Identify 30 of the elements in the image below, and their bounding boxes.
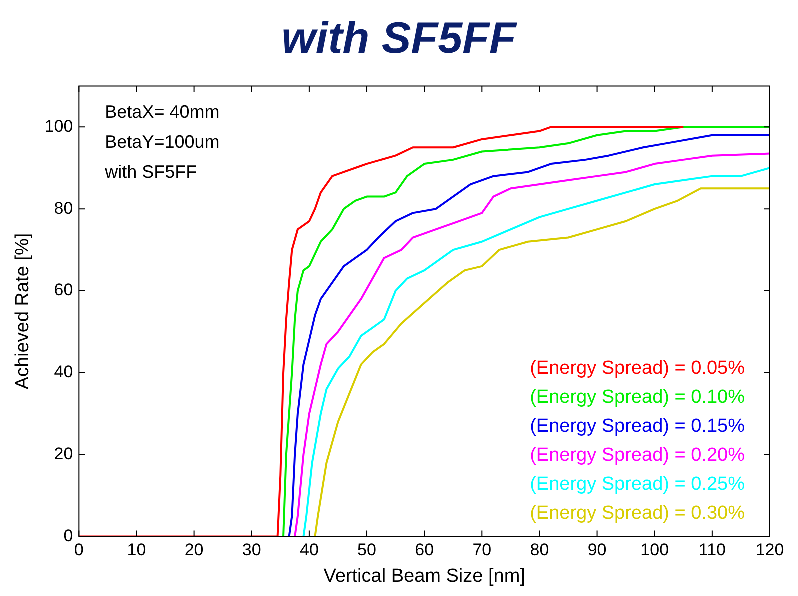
x-tick-label: 30 [242, 540, 262, 560]
x-tick-label: 60 [415, 540, 434, 560]
x-tick-label: 80 [530, 540, 550, 560]
x-tick-label: 100 [640, 540, 670, 560]
text: (Energy Spread) = 0.10% [530, 386, 746, 408]
x-tick-label: 90 [588, 540, 607, 560]
x-axis-title: Vertical Beam Size [nm] [324, 566, 526, 587]
x-tick-label: 20 [184, 540, 204, 560]
x-tick-label: 110 [698, 540, 726, 560]
x-tick-label: 70 [472, 540, 492, 560]
x-tick-label: 40 [300, 540, 319, 560]
annotation: with SF5FF [104, 162, 198, 182]
y-tick-label: 100 [44, 116, 74, 136]
x-tick-label: 120 [756, 540, 784, 560]
text: (Energy Spread) = 0.20% [530, 444, 746, 466]
x-tick-label: 10 [127, 540, 146, 560]
y-tick-label: 80 [54, 198, 74, 218]
y-tick-label: 60 [54, 280, 74, 300]
y-tick-label: 0 [64, 526, 74, 546]
text: (Energy Spread) = 0.30% [530, 502, 746, 524]
annotation: BetaY=100um [105, 132, 220, 152]
y-tick-label: 40 [54, 362, 74, 382]
text: (Energy Spread) = 0.05% [530, 358, 746, 379]
annotation: BetaX= 40mm [105, 102, 220, 122]
y-axis-title: Achieved Rate [%] [12, 233, 34, 390]
text: (Energy Spread) = 0.25% [530, 474, 746, 495]
chart-title: with SF5FF [280, 13, 518, 65]
x-tick-label: 50 [358, 540, 376, 560]
y-tick-label: 20 [54, 444, 74, 464]
text: (Energy Spread) = 0.15% [530, 416, 746, 437]
